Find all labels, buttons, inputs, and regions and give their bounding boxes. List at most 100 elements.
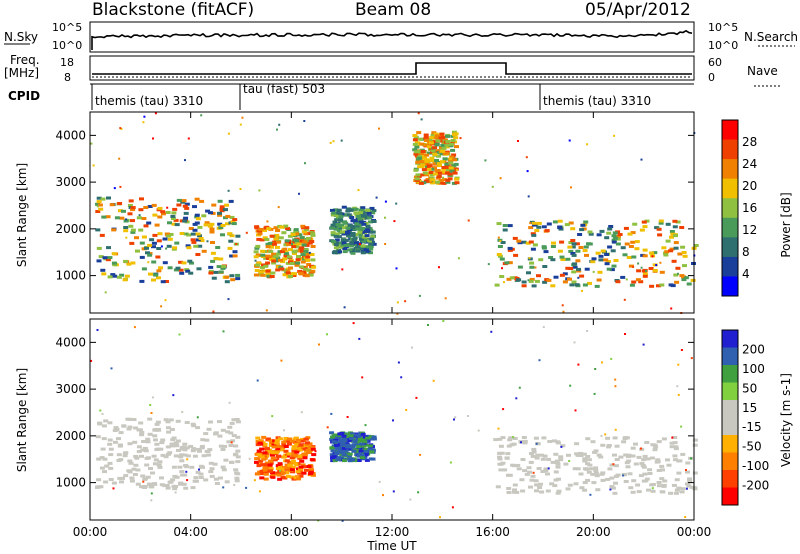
echo-cell [618,455,624,459]
echo-cell [100,197,106,201]
echo-cell [164,484,170,487]
echo-cell [361,444,367,448]
echo-cell [624,242,630,246]
echo-cell [347,248,353,252]
echo-cell [535,442,541,446]
echo-cell [538,258,544,262]
echo-cell [293,436,299,440]
echo-cell [546,222,552,226]
echo-cell [303,250,309,254]
echo-cell [654,226,660,230]
echo-cell [217,199,223,203]
echo-cell [612,491,618,495]
echo-cell [230,278,236,282]
echo-cell [204,438,210,442]
colorbar-tick: 100 [742,362,765,376]
echo-cell [255,472,261,476]
echo-cell [357,452,363,456]
echo-cell [559,255,565,259]
echo-cell [228,401,231,404]
echo-cell [620,275,626,279]
freq-tick-low: 8 [64,71,71,84]
echo-cell [329,431,335,435]
colorbar-swatch [722,417,738,436]
echo-cell [445,134,451,138]
echo-cell [642,254,648,258]
echo-cell [512,436,515,439]
y-tick-label: 2000 [55,429,86,443]
echo-cell [279,250,285,254]
echo-cell [638,474,644,478]
echo-cell [333,208,339,212]
echo-cell [120,476,125,480]
echo-cell [294,245,300,249]
echo-cell [562,280,568,284]
echo-cell [208,420,213,424]
echo-cell [127,459,133,463]
echo-cell [534,489,539,493]
echo-cell [178,455,184,459]
echo-cell [219,205,225,209]
echo-cell [550,284,556,288]
echo-cell [641,479,647,483]
echo-cell [612,463,615,466]
echo-cell [234,479,240,483]
echo-cell [123,226,129,229]
echo-cell [620,246,626,250]
echo-cell [615,242,621,246]
echo-cell [419,142,425,146]
echo-cell [416,131,422,135]
echo-cell [233,452,239,456]
echo-cell [95,228,101,232]
echo-cell [118,443,123,447]
echo-cell [300,463,306,467]
colorbar-swatch [722,198,738,219]
echo-cell [154,422,160,426]
colorbar-tick: 4 [742,267,750,281]
echo-cell [266,449,271,452]
echo-cell [497,254,503,258]
echo-cell [601,361,603,364]
echo-cell [185,470,188,473]
echo-cell [276,473,282,477]
echo-cell [351,219,357,223]
echo-cell [268,467,274,471]
echo-cell [574,242,580,246]
echo-cell [337,250,342,254]
echo-cell [477,429,480,432]
echo-cell [494,283,500,287]
echo-cell [354,241,359,245]
echo-cell [195,217,201,221]
echo-cell [301,226,307,230]
echo-cell [607,245,613,249]
echo-cell [165,247,168,250]
echo-cell [528,279,534,283]
echo-cell [329,226,335,230]
freq-unit: [MHz] [4,66,39,80]
echo-cell [154,442,160,446]
echo-cell [558,458,564,462]
echo-cell [541,225,547,229]
echo-cell [357,189,360,192]
echo-cell [304,274,310,278]
echo-cell [285,227,291,231]
echo-cell [357,217,363,221]
echo-cell [358,237,364,241]
echo-cell [276,445,282,449]
echo-cell [271,261,277,265]
echo-cell [361,376,364,379]
echo-cell [423,138,429,142]
echo-cell [265,437,271,441]
echo-cell [363,247,369,251]
echo-cell [378,480,381,483]
echo-cell [284,471,290,475]
echo-cell [306,236,311,240]
echo-cell [350,458,355,462]
echo-cell [531,284,537,288]
echo-cell [336,440,342,444]
echo-cell [516,278,522,282]
echo-cell [234,418,240,421]
echo-cell [221,264,227,268]
echo-cell [657,484,662,488]
echo-cell [568,241,574,244]
